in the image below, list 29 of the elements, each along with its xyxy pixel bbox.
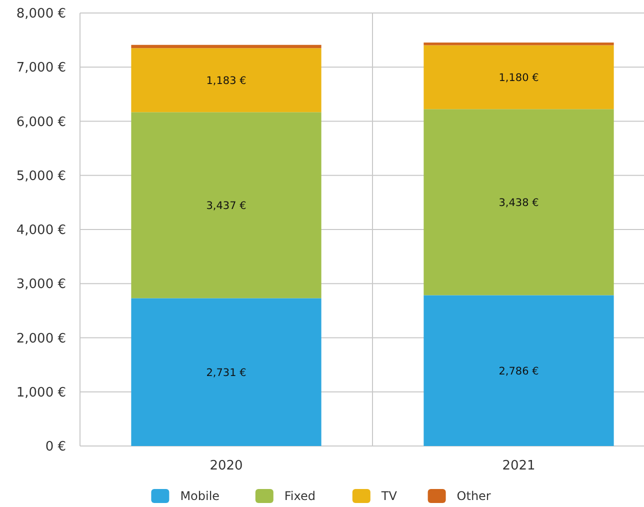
y-tick-label: 3,000 € <box>16 277 66 292</box>
data-label: 1,183 € <box>206 74 246 87</box>
legend-label: TV <box>380 489 398 504</box>
y-tick-label: 7,000 € <box>16 60 66 76</box>
data-label: 2,786 € <box>498 365 539 378</box>
data-label: 3,438 € <box>498 196 539 209</box>
bar <box>131 48 322 112</box>
bar <box>424 45 614 110</box>
y-tick-label: 2,000 € <box>16 331 66 346</box>
y-tick-label: 5,000 € <box>16 168 66 184</box>
bar <box>131 298 322 446</box>
data-label: 2,731 € <box>206 366 246 379</box>
y-tick-label: 0 € <box>45 440 66 455</box>
legend-label: Other <box>456 489 491 504</box>
bar <box>424 295 614 446</box>
y-tick-label: 8,000 € <box>16 6 66 22</box>
y-tick-label: 6,000 € <box>16 114 66 130</box>
bar <box>131 112 322 298</box>
y-tick-label: 4,000 € <box>16 223 66 238</box>
data-label: 1,180 € <box>498 72 539 84</box>
x-tick-label: 2020 <box>210 458 243 474</box>
data-label: 3,437 € <box>206 200 246 212</box>
x-tick-label: 2021 <box>502 458 536 474</box>
bar <box>424 109 614 296</box>
bar <box>131 44 322 48</box>
legend-label: Mobile <box>180 489 220 504</box>
bar <box>424 42 614 46</box>
legend-label: Fixed <box>284 489 316 504</box>
y-tick-label: 1,000 € <box>16 385 66 400</box>
